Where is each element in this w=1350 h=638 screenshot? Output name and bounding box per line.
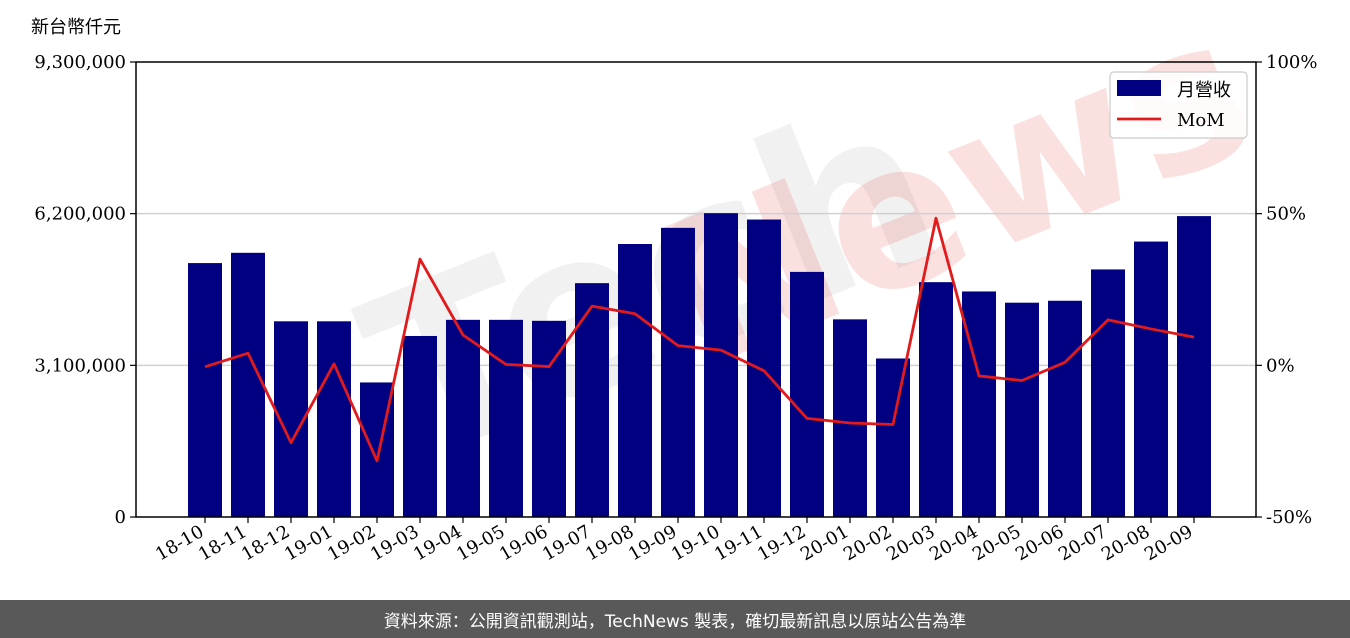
- x-tick-label: 19-06: [496, 521, 551, 565]
- revenue-bar: [704, 213, 738, 517]
- revenue-bar: [618, 244, 652, 517]
- revenue-bar: [919, 282, 953, 517]
- revenue-bar: [188, 263, 222, 517]
- revenue-chart: Tech News 03,100,0006,200,0009,300,000-5…: [31, 0, 1317, 565]
- y-left-tick-label: 0: [115, 507, 126, 528]
- source-footer: 資料來源：公開資訊觀測站，TechNews 製表，確切最新訊息以原站公告為準: [0, 600, 1350, 638]
- legend-bar-swatch: [1117, 80, 1161, 96]
- revenue-bar: [1048, 300, 1082, 517]
- y-left-tick-label: 3,100,000: [34, 355, 126, 376]
- x-tick-label: 20-05: [969, 521, 1024, 565]
- revenue-bar: [1134, 241, 1168, 517]
- x-tick-label: 20-04: [926, 521, 981, 565]
- revenue-bar: [1177, 216, 1211, 517]
- revenue-bar: [446, 319, 480, 517]
- x-tick-label: 19-10: [668, 521, 723, 565]
- y-left-tick-label: 9,300,000: [34, 52, 126, 73]
- revenue-bar: [833, 319, 867, 517]
- x-tick-label: 20-07: [1055, 521, 1110, 565]
- x-tick-label: 19-03: [367, 521, 422, 565]
- x-tick-label: 19-05: [453, 521, 508, 565]
- x-tick-label: 20-06: [1012, 521, 1067, 565]
- x-tick-label: 19-12: [754, 521, 809, 565]
- y-right-tick-label: -50%: [1266, 507, 1312, 528]
- x-tick-label: 19-11: [711, 521, 766, 565]
- chart-area: Tech News 0 3,100,000 6,200,000 9,300,000 -5…: [31, 0, 1317, 565]
- legend-label-revenue: 月營收: [1177, 80, 1231, 101]
- x-tick-label: 20-09: [1141, 521, 1196, 565]
- x-tick-label: 18-11: [195, 521, 250, 565]
- revenue-bar: [231, 252, 265, 517]
- revenue-bar: [1091, 269, 1125, 517]
- revenue-bar: [1005, 302, 1039, 517]
- y-left-tick-label: 6,200,000: [34, 204, 126, 225]
- x-tick-label: 19-04: [410, 521, 465, 565]
- revenue-bar: [661, 227, 695, 517]
- y-right-tick-label: 50%: [1266, 204, 1306, 225]
- x-tick-label: 19-08: [582, 521, 637, 565]
- x-tick-label: 18-10: [152, 521, 207, 565]
- revenue-bar: [790, 271, 824, 517]
- revenue-bar: [962, 291, 996, 517]
- x-tick-label: 20-02: [840, 521, 895, 565]
- y-right-tick-label: 0%: [1266, 355, 1295, 376]
- bar-series: [188, 213, 1211, 517]
- revenue-bar: [747, 219, 781, 517]
- legend: 月營收 MoM: [1109, 71, 1248, 139]
- x-tick-label: 20-08: [1098, 521, 1153, 565]
- revenue-bar: [532, 320, 566, 517]
- x-tick-label: 20-01: [797, 521, 852, 565]
- x-tick-label: 18-12: [238, 521, 293, 565]
- plot-frame: [135, 61, 1257, 518]
- revenue-bar: [876, 358, 910, 517]
- revenue-bar: [489, 319, 523, 517]
- x-tick-label: 19-01: [281, 521, 336, 565]
- revenue-bar: [317, 321, 351, 517]
- revenue-bar: [575, 283, 609, 517]
- y-right-tick-label: 100%: [1266, 52, 1317, 73]
- x-tick-label: 19-07: [539, 521, 594, 565]
- mom-series: [204, 216, 1195, 463]
- y-unit-label: 新台幣仟元: [31, 17, 121, 38]
- x-tick-label: 19-09: [625, 521, 680, 565]
- mom-line: [204, 216, 1195, 463]
- source-text: 資料來源：公開資訊觀測站，TechNews 製表，確切最新訊息以原站公告為準: [383, 611, 967, 632]
- x-tick-label: 19-02: [324, 521, 379, 565]
- revenue-bar: [403, 335, 437, 517]
- legend-label-mom: MoM: [1177, 110, 1225, 131]
- x-tick-label: 20-03: [883, 521, 938, 565]
